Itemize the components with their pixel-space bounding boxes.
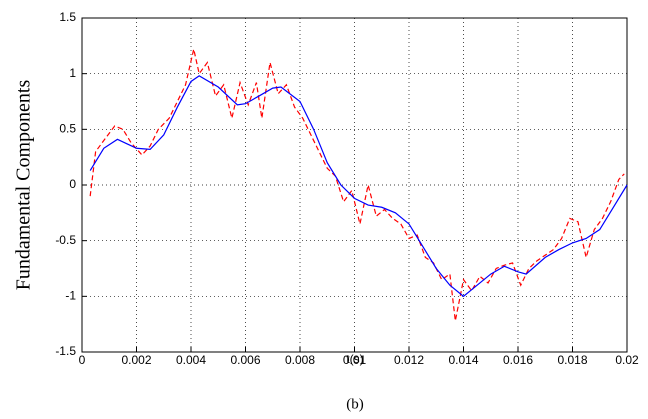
y-axis-label: Fundamental Components bbox=[13, 80, 35, 291]
y-tick-label: 1.5 bbox=[59, 10, 76, 24]
x-tick-label: 0.014 bbox=[448, 353, 478, 367]
y-tick-label: 0.5 bbox=[59, 122, 76, 136]
x-tick-label: 0.016 bbox=[503, 353, 533, 367]
x-tick-label: 0 bbox=[79, 353, 86, 367]
x-tick-label: 0.008 bbox=[285, 353, 315, 367]
x-tick-label: 0.004 bbox=[176, 353, 206, 367]
x-tick-label: 0.012 bbox=[394, 353, 424, 367]
series-line bbox=[89, 75, 628, 298]
x-tick-label: 0.01 bbox=[343, 353, 367, 367]
x-tick-label: 0.02 bbox=[615, 353, 639, 367]
x-axis-label: t(s) bbox=[346, 352, 363, 366]
y-tick-label: -1 bbox=[65, 289, 76, 303]
series-line bbox=[89, 49, 625, 321]
y-tick-label: -0.5 bbox=[55, 233, 76, 247]
y-tick-label: -1.5 bbox=[55, 344, 76, 358]
x-tick-label: 0.006 bbox=[230, 353, 260, 367]
x-tick-label: 0.002 bbox=[121, 353, 151, 367]
y-tick-label: 1 bbox=[69, 66, 76, 80]
caption: (b) bbox=[346, 396, 364, 412]
x-tick-label: 0.018 bbox=[557, 353, 587, 367]
y-tick-label: 0 bbox=[69, 177, 76, 191]
